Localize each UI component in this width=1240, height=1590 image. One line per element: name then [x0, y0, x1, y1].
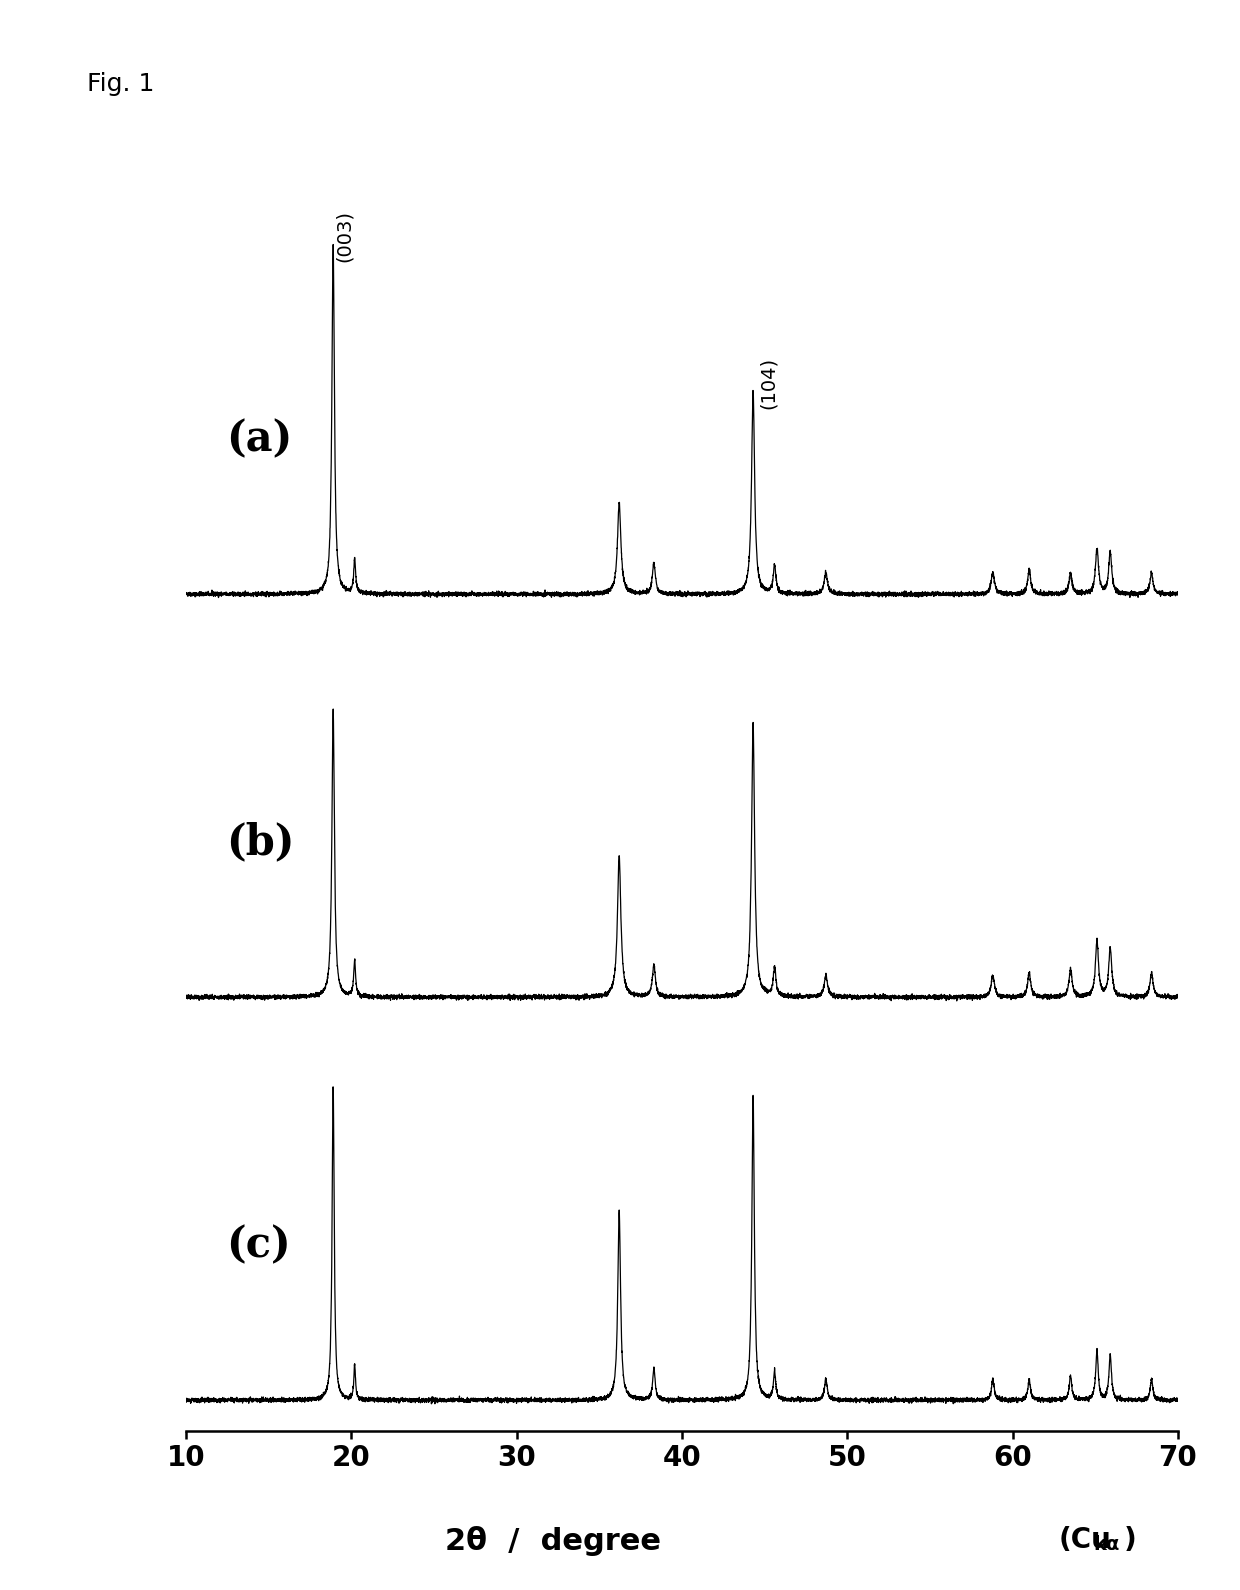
Text: (b): (b): [226, 822, 294, 863]
Text: 2θ  /  degree: 2θ / degree: [445, 1526, 661, 1557]
Text: (003): (003): [335, 210, 355, 262]
Text: kα: kα: [1094, 1536, 1120, 1555]
Text: (a): (a): [226, 418, 293, 461]
Text: (c): (c): [226, 1224, 290, 1266]
Text: (104): (104): [759, 356, 777, 409]
Text: Fig. 1: Fig. 1: [87, 72, 154, 95]
Text: ): ): [1123, 1526, 1136, 1555]
Text: (Cu: (Cu: [1059, 1526, 1112, 1555]
